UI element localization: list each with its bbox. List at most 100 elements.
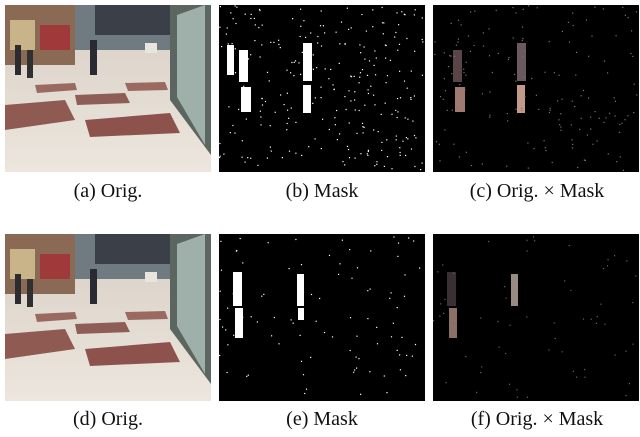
noise-speck: [295, 153, 296, 154]
noise-speck: [527, 142, 528, 143]
noise-speck: [349, 249, 350, 250]
noise-speck: [383, 22, 384, 23]
noise-speck: [456, 107, 457, 108]
noise-speck: [349, 122, 350, 123]
noise-speck: [245, 162, 246, 163]
noise-speck: [328, 78, 329, 79]
noise-speck: [329, 255, 330, 256]
noise-speck: [280, 94, 281, 95]
mask-blob: [303, 43, 312, 81]
noise-speck: [584, 377, 585, 378]
noise-speck: [235, 48, 236, 49]
noise-speck: [514, 74, 515, 75]
noise-speck: [606, 117, 607, 118]
noise-speck: [591, 319, 592, 320]
noise-speck: [463, 72, 464, 73]
noise-speck: [286, 70, 287, 71]
caption: (b) Mask: [286, 180, 359, 202]
noise-speck: [301, 361, 302, 362]
mask-background: [433, 234, 639, 401]
noise-speck: [226, 34, 227, 35]
noise-speck: [387, 156, 388, 157]
noise-speck: [242, 157, 243, 158]
noise-speck: [474, 10, 475, 11]
noise-speck: [588, 98, 589, 99]
noise-speck: [545, 150, 546, 151]
noise-speck: [373, 129, 374, 130]
noise-speck: [240, 238, 241, 239]
noise-speck: [603, 122, 604, 123]
noise-speck: [364, 127, 365, 128]
noise-speck: [246, 119, 247, 120]
noise-speck: [298, 62, 299, 63]
noise-speck: [243, 86, 244, 87]
noise-speck: [549, 41, 550, 42]
noise-speck: [254, 40, 255, 41]
noise-speck: [440, 303, 441, 304]
noise-speck: [300, 335, 301, 336]
noise-speck: [509, 384, 510, 385]
noise-speck: [319, 298, 320, 299]
noise-speck: [524, 76, 525, 77]
noise-speck: [408, 237, 409, 238]
noise-speck: [258, 27, 259, 28]
noise-speck: [401, 11, 402, 12]
noise-speck: [387, 75, 388, 76]
noise-speck: [560, 127, 561, 128]
noise-speck: [568, 22, 569, 23]
noise-speck: [497, 321, 498, 322]
noise-speck: [395, 110, 396, 111]
noise-speck: [554, 72, 555, 73]
noise-speck: [262, 104, 263, 105]
noise-speck: [301, 264, 302, 265]
noise-speck: [339, 263, 340, 264]
noise-speck: [353, 372, 354, 373]
noise-speck: [564, 280, 565, 281]
noise-speck: [616, 35, 617, 36]
noise-speck: [330, 69, 331, 70]
noise-speck: [367, 75, 368, 76]
noise-speck: [483, 46, 484, 47]
noise-speck: [360, 153, 361, 154]
noise-speck: [287, 110, 288, 111]
noise-speck: [587, 135, 588, 136]
noise-speck: [227, 372, 228, 373]
caption: (f) Orig. × Mask: [471, 408, 603, 430]
noise-speck: [364, 105, 365, 106]
mask-blob: [303, 85, 311, 113]
noise-speck: [303, 20, 304, 21]
noise-speck: [515, 81, 516, 82]
noise-speck: [454, 56, 455, 57]
noise-speck: [399, 71, 400, 72]
noise-speck: [627, 115, 628, 116]
noise-speck: [607, 265, 608, 266]
noise-speck: [400, 97, 401, 98]
noise-speck: [367, 318, 368, 319]
noise-speck: [398, 24, 399, 25]
noise-speck: [354, 99, 355, 100]
noise-speck: [219, 319, 220, 320]
noise-speck: [560, 113, 561, 114]
noise-speck: [278, 44, 279, 45]
noise-speck: [397, 117, 398, 118]
noise-speck: [362, 123, 363, 124]
masked-blob: [447, 272, 456, 306]
noise-speck: [406, 355, 407, 356]
noise-speck: [374, 165, 375, 166]
noise-speck: [228, 43, 229, 44]
noise-speck: [572, 147, 573, 148]
noise-speck: [335, 124, 336, 125]
noise-speck: [625, 15, 626, 16]
noise-speck: [367, 155, 368, 156]
noise-speck: [464, 89, 465, 90]
noise-speck: [516, 109, 517, 110]
caption: (c) Orig. × Mask: [470, 180, 605, 202]
noise-speck: [444, 129, 445, 130]
noise-speck: [466, 152, 467, 153]
noise-speck: [636, 11, 637, 12]
noise-speck: [306, 54, 307, 55]
noise-speck: [367, 290, 368, 291]
noise-speck: [368, 89, 369, 90]
noise-speck: [603, 8, 604, 9]
noise-speck: [507, 120, 508, 121]
